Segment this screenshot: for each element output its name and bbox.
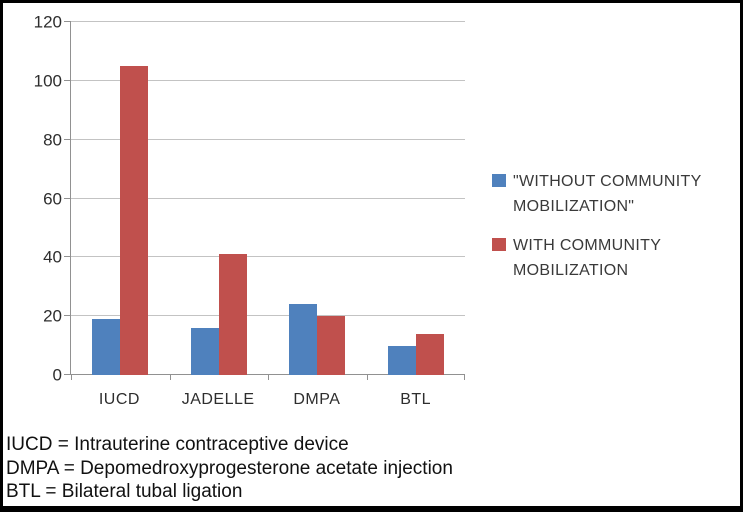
y-tick-label-40: 40: [43, 247, 62, 267]
bar-group-btl: [367, 22, 466, 375]
y-tick-80: [64, 138, 71, 140]
bar-iucd-series-1: [120, 66, 149, 375]
y-tick-40: [64, 256, 71, 258]
x-tick-2: [268, 375, 269, 380]
gridline-60: [71, 197, 465, 199]
y-tick-120: [64, 21, 71, 22]
bar-btl-series-1: [415, 333, 444, 375]
plot-area: [64, 21, 466, 380]
bar-jadelle-series-0: [190, 327, 219, 375]
bar-group-dmpa: [268, 22, 367, 375]
x-tick-1: [169, 375, 171, 380]
y-tick-label-100: 100: [33, 71, 62, 91]
bar-iucd-series-0: [92, 319, 121, 375]
bar-dmpa-series-0: [289, 304, 318, 375]
gridline-100: [71, 79, 465, 81]
gridline-20: [71, 315, 465, 317]
x-tick-label-jadelle: JADELLE: [181, 391, 255, 408]
gridline-40: [71, 256, 465, 258]
bar-btl-series-0: [387, 345, 416, 375]
y-tick-label-0: 0: [52, 365, 62, 385]
footnotes: IUCD = Intrauterine contraceptive device…: [6, 433, 453, 504]
y-tick-100: [64, 79, 71, 81]
legend: "WITHOUT COMMUNITY MOBILIZATION" WITH COM…: [492, 169, 738, 297]
x-axis-labels: IUCD JADELLE DMPA BTL: [70, 391, 465, 409]
y-tick-label-120: 120: [33, 12, 62, 32]
footnote-iucd: IUCD = Intrauterine contraceptive device: [6, 434, 349, 455]
x-tick-3: [366, 375, 368, 380]
gridline-80: [71, 138, 465, 140]
x-tick-4: [464, 375, 465, 380]
bar-group-iucd: [71, 22, 170, 375]
y-tick-label-80: 80: [43, 130, 62, 150]
x-tick-0: [71, 375, 72, 380]
legend-entry-1: WITH COMMUNITY MOBILIZATION: [492, 233, 738, 283]
legend-label-1: WITH COMMUNITY MOBILIZATION: [513, 237, 661, 279]
legend-swatch-icon: [492, 238, 506, 251]
legend-label-0: "WITHOUT COMMUNITY MOBILIZATION": [513, 173, 702, 215]
y-axis-labels: 0 20 40 60 80 100 120: [9, 14, 62, 384]
gridline-120: [71, 21, 465, 22]
y-tick-60: [64, 197, 71, 199]
x-tick-label-dmpa: DMPA: [293, 391, 341, 408]
chart-canvas: 0 20 40 60 80 100 120 IUCD JADELLE DMPA BTL "WITH…: [3, 3, 740, 506]
legend-swatch-icon: [492, 174, 506, 187]
x-tick-label-btl: BTL: [400, 391, 432, 408]
x-axis-line: [71, 374, 465, 375]
footnote-dmpa: DMPA = Depomedroxyprogesterone acetate i…: [6, 457, 453, 479]
legend-entry-0: "WITHOUT COMMUNITY MOBILIZATION": [492, 169, 738, 219]
y-tick-20: [64, 315, 71, 317]
y-tick-label-20: 20: [43, 306, 62, 326]
bar-group-jadelle: [170, 22, 269, 375]
footnote-btl: BTL = Bilateral tubal ligation: [6, 481, 243, 502]
y-tick-label-60: 60: [43, 189, 62, 208]
bar-jadelle-series-1: [218, 254, 247, 375]
bar-dmpa-series-1: [317, 316, 346, 375]
y-tick-0: [64, 374, 71, 375]
x-tick-label-iucd: IUCD: [98, 391, 140, 408]
